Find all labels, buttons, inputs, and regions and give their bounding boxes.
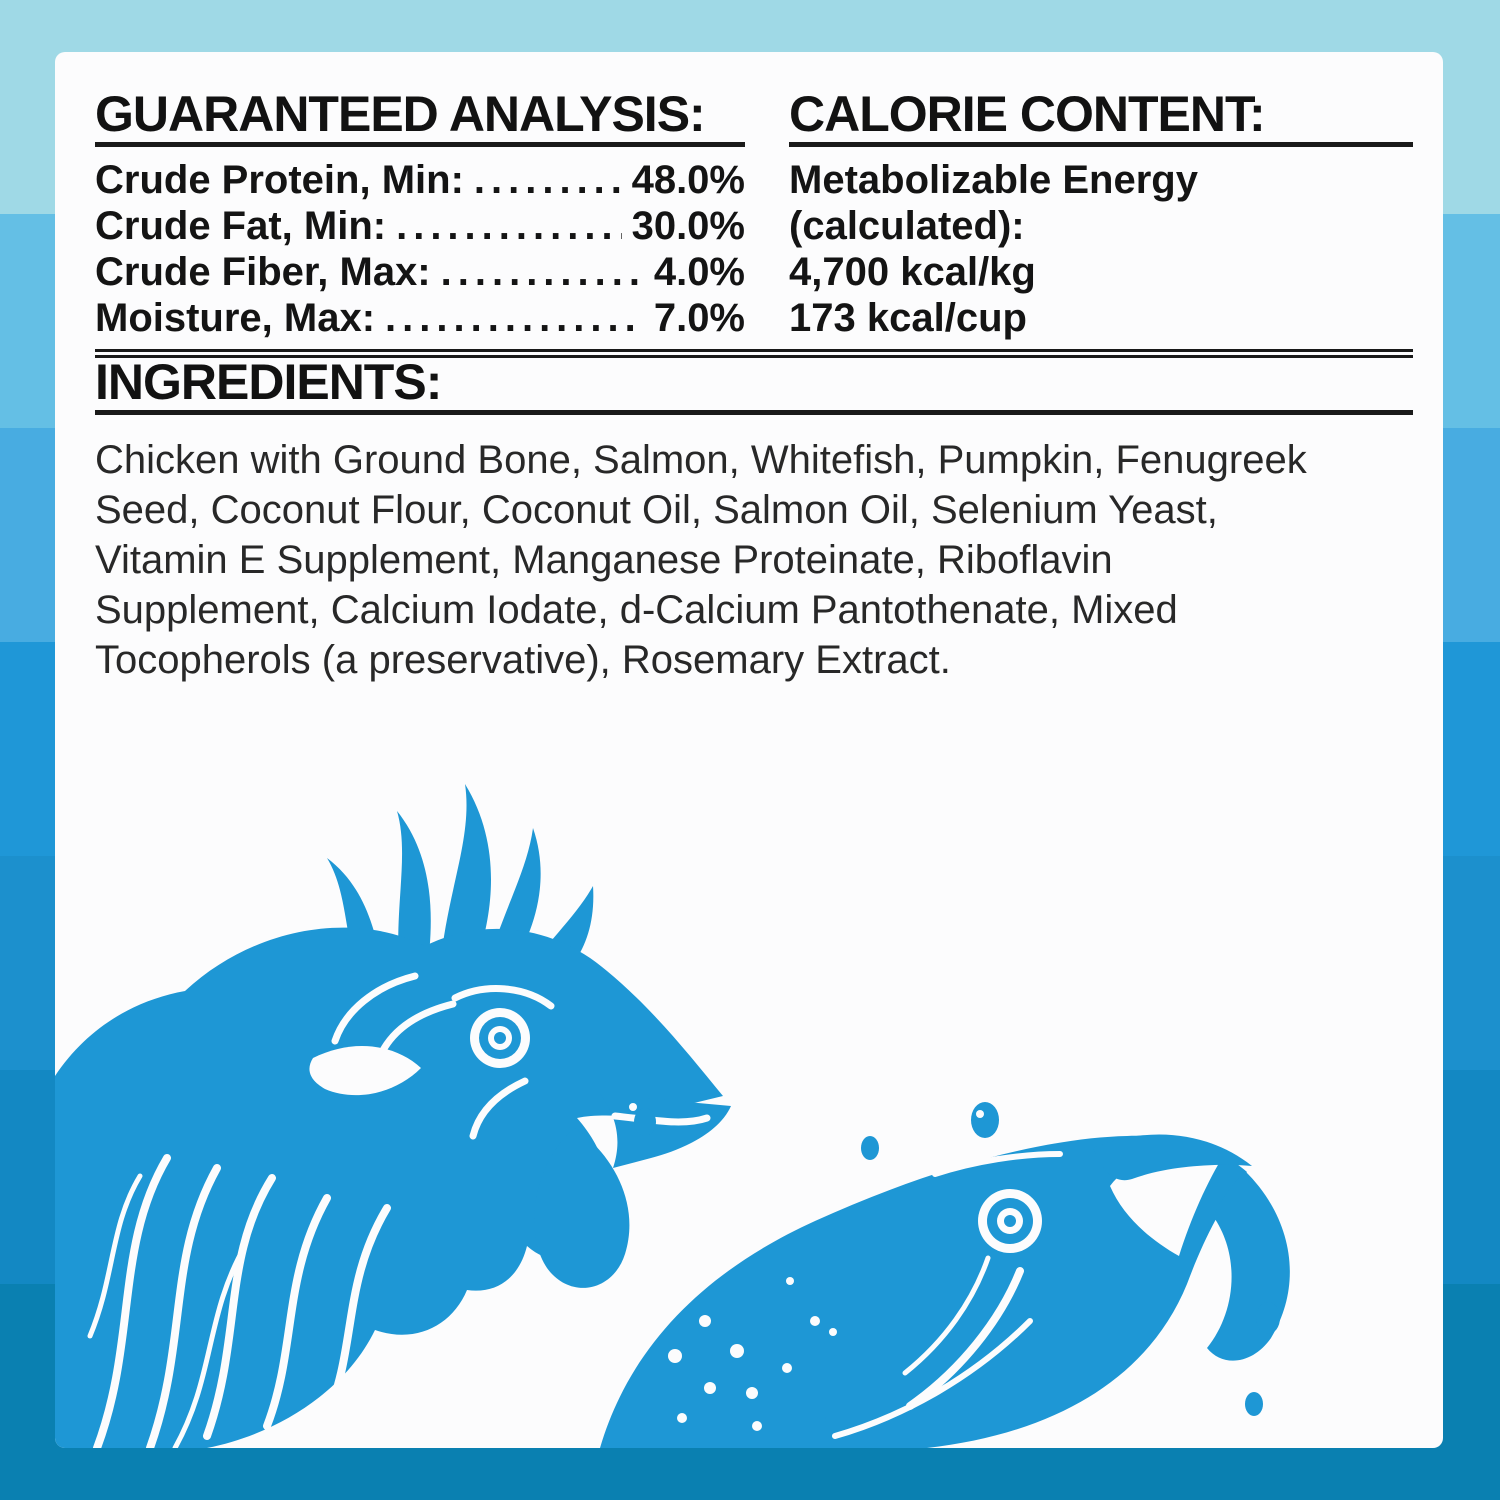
calorie-line: 173 kcal/cup (789, 296, 1027, 340)
ingredients-title: INGREDIENTS: (95, 354, 442, 410)
analysis-row-moisture: Moisture, Max: .................... 7.0% (95, 295, 745, 341)
analysis-label: Moisture, Max: (95, 296, 376, 340)
guaranteed-analysis-title: GUARANTEED ANALYSIS: (95, 86, 706, 142)
analysis-row-crude-fat: Crude Fat, Min: ................. 30.0% (95, 203, 745, 249)
analysis-value: 7.0% (653, 296, 745, 340)
ingredients-line: Supplement, Calcium Iodate, d-Calcium Pa… (95, 588, 1178, 632)
dot-leader: ............... (440, 250, 644, 294)
ingredients-line: Chicken with Ground Bone, Salmon, Whitef… (95, 438, 1307, 482)
dot-leader: .................... (385, 296, 644, 340)
water-droplets (634, 1102, 1280, 1433)
label-content: GUARANTEED ANALYSIS: Crude Protein, Min:… (55, 52, 1443, 685)
ingredients-rule (95, 410, 1413, 415)
calorie-line: Metabolizable Energy (789, 158, 1198, 202)
calorie-content-column: CALORIE CONTENT: Metabolizable Energy (c… (789, 86, 1413, 341)
label-card: GUARANTEED ANALYSIS: Crude Protein, Min:… (55, 52, 1443, 1448)
analysis-calorie-section: GUARANTEED ANALYSIS: Crude Protein, Min:… (95, 86, 1413, 341)
ingredients-line: Seed, Coconut Flour, Coconut Oil, Salmon… (95, 488, 1218, 532)
rooster-illustration (55, 784, 731, 1448)
analysis-label: Crude Fat, Min: (95, 204, 387, 248)
analysis-label: Crude Protein, Min: (95, 158, 464, 202)
rooster-fish-illustration (55, 784, 1290, 1448)
section-divider-rule (95, 349, 1413, 358)
analysis-value: 30.0% (631, 204, 745, 248)
analysis-row-crude-fiber: Crude Fiber, Max: ............... 4.0% (95, 249, 745, 295)
ingredients-paragraph: Chicken with Ground Bone, Salmon, Whitef… (95, 435, 1413, 685)
guaranteed-analysis-rule (95, 142, 745, 147)
ingredients-line: Tocopherols (a preservative), Rosemary E… (95, 638, 951, 682)
analysis-row-crude-protein: Crude Protein, Min: ......... 48.0% (95, 157, 745, 203)
calorie-content-rule (789, 142, 1413, 147)
guaranteed-analysis-column: GUARANTEED ANALYSIS: Crude Protein, Min:… (95, 86, 745, 341)
calorie-content-lines: Metabolizable Energy (calculated): 4,700… (789, 157, 1413, 341)
dot-leader: ......... (473, 158, 622, 202)
salmon-illustration (600, 1134, 1290, 1448)
calorie-line: 4,700 kcal/kg (789, 250, 1036, 294)
dot-leader: ................. (396, 204, 621, 248)
analysis-label: Crude Fiber, Max: (95, 250, 431, 294)
calorie-content-title: CALORIE CONTENT: (789, 86, 1266, 142)
analysis-value: 4.0% (653, 250, 745, 294)
calorie-line: (calculated): (789, 204, 1025, 248)
guaranteed-analysis-rows: Crude Protein, Min: ......... 48.0% Crud… (95, 157, 745, 341)
ingredients-line: Vitamin E Supplement, Manganese Proteina… (95, 538, 1113, 582)
analysis-value: 48.0% (631, 158, 745, 202)
